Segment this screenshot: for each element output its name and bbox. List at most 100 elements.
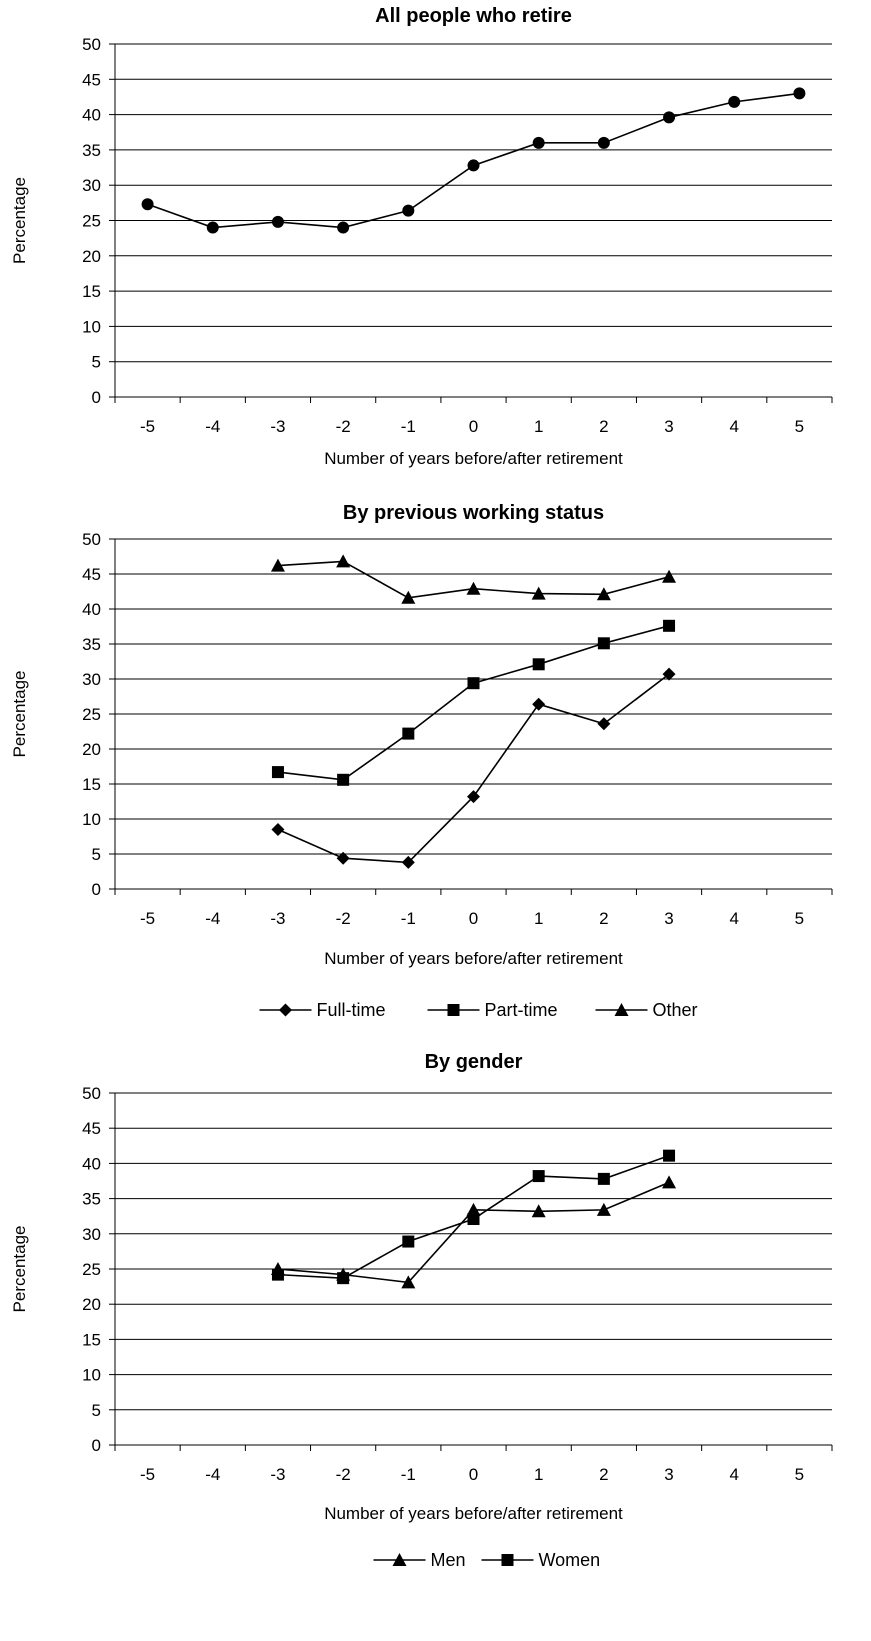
x-tick-label: 4 bbox=[729, 909, 738, 928]
chart-panel-1: All people who retire0510152025303540455… bbox=[10, 5, 833, 468]
chart-title: By gender bbox=[425, 1051, 523, 1073]
chart-legend: Men Women bbox=[373, 1550, 600, 1570]
series-line bbox=[277, 1181, 670, 1284]
data-point bbox=[663, 1149, 676, 1162]
chart-title: All people who retire bbox=[375, 5, 572, 27]
series-other bbox=[270, 554, 677, 604]
legend-label: Part-time bbox=[485, 1000, 558, 1020]
data-point bbox=[337, 1272, 350, 1285]
x-tick-label: -3 bbox=[270, 1465, 285, 1484]
y-tick-label: 50 bbox=[82, 35, 101, 54]
y-tick-label: 20 bbox=[82, 247, 101, 266]
x-axis-label: Number of years before/after retirement bbox=[324, 449, 623, 468]
x-tick-label: -1 bbox=[401, 417, 416, 436]
data-point bbox=[467, 1213, 480, 1226]
y-tick-label: 45 bbox=[82, 70, 101, 89]
data-point bbox=[402, 204, 415, 217]
chart-panel-2: By previous working status05101520253035… bbox=[10, 502, 833, 1020]
data-point bbox=[271, 766, 284, 779]
x-tick-label: 2 bbox=[599, 1465, 608, 1484]
data-point bbox=[466, 581, 481, 595]
data-point bbox=[467, 677, 480, 690]
series-1 bbox=[141, 87, 806, 234]
x-axis-label: Number of years before/after retirement bbox=[324, 949, 623, 968]
y-tick-label: 30 bbox=[82, 1225, 101, 1244]
data-point bbox=[597, 1172, 610, 1185]
y-tick-label: 25 bbox=[82, 1260, 101, 1279]
data-point bbox=[728, 95, 741, 108]
y-tick-label: 35 bbox=[82, 1190, 101, 1209]
data-point bbox=[401, 1275, 416, 1289]
data-point bbox=[336, 851, 350, 865]
legend-marker bbox=[501, 1554, 514, 1566]
y-tick-label: 20 bbox=[82, 740, 101, 759]
y-tick-label: 10 bbox=[82, 1366, 101, 1385]
data-point bbox=[270, 558, 285, 572]
data-point bbox=[662, 569, 677, 583]
data-point bbox=[532, 136, 545, 149]
y-axis-label: Percentage bbox=[10, 671, 29, 758]
y-tick-label: 20 bbox=[82, 1295, 101, 1314]
y-tick-label: 0 bbox=[92, 1436, 101, 1455]
legend-item: Men bbox=[373, 1550, 466, 1570]
x-tick-label: -5 bbox=[140, 417, 155, 436]
data-point bbox=[531, 1204, 546, 1218]
data-point bbox=[271, 1268, 284, 1281]
x-tick-label: 0 bbox=[469, 417, 478, 436]
series-full-time bbox=[271, 667, 676, 869]
x-tick-label: 2 bbox=[599, 909, 608, 928]
data-point bbox=[206, 221, 219, 234]
x-tick-label: -1 bbox=[401, 909, 416, 928]
x-tick-label: -4 bbox=[205, 1465, 220, 1484]
y-tick-label: 15 bbox=[82, 1330, 101, 1349]
y-tick-label: 15 bbox=[82, 775, 101, 794]
x-tick-label: 4 bbox=[729, 1465, 738, 1484]
y-tick-label: 25 bbox=[82, 212, 101, 231]
legend-marker bbox=[279, 1003, 292, 1017]
data-point bbox=[402, 727, 415, 740]
legend-item: Part-time bbox=[427, 1000, 558, 1020]
y-tick-label: 0 bbox=[92, 880, 101, 899]
y-tick-label: 50 bbox=[82, 530, 101, 549]
y-tick-label: 40 bbox=[82, 600, 101, 619]
x-tick-label: -2 bbox=[336, 417, 351, 436]
legend-item: Other bbox=[595, 1000, 698, 1020]
data-point bbox=[466, 1202, 481, 1216]
y-tick-label: 0 bbox=[92, 388, 101, 407]
y-tick-label: 30 bbox=[82, 670, 101, 689]
x-tick-label: 3 bbox=[664, 909, 673, 928]
data-point bbox=[401, 590, 416, 604]
x-tick-label: -1 bbox=[401, 1465, 416, 1484]
series-women bbox=[271, 1149, 676, 1285]
y-tick-label: 10 bbox=[82, 810, 101, 829]
x-tick-label: 3 bbox=[664, 417, 673, 436]
data-point bbox=[662, 1175, 677, 1189]
legend-item: Full-time bbox=[259, 1000, 386, 1020]
data-point bbox=[597, 637, 610, 650]
legend-marker bbox=[614, 1003, 629, 1016]
x-tick-label: 0 bbox=[469, 1465, 478, 1484]
y-tick-label: 5 bbox=[92, 1401, 101, 1420]
legend-label: Other bbox=[653, 1000, 698, 1020]
x-tick-label: 1 bbox=[534, 1465, 543, 1484]
y-tick-label: 35 bbox=[82, 141, 101, 160]
data-point bbox=[663, 111, 676, 124]
series-men bbox=[270, 1175, 677, 1289]
data-point bbox=[662, 667, 676, 681]
y-tick-label: 40 bbox=[82, 106, 101, 125]
data-point bbox=[532, 1170, 545, 1183]
y-tick-label: 15 bbox=[82, 282, 101, 301]
y-tick-label: 5 bbox=[92, 845, 101, 864]
data-point bbox=[336, 554, 351, 568]
x-tick-label: -3 bbox=[270, 909, 285, 928]
legend-label: Full-time bbox=[317, 1000, 386, 1020]
y-axis-label: Percentage bbox=[10, 177, 29, 264]
y-tick-label: 35 bbox=[82, 635, 101, 654]
x-tick-label: 2 bbox=[599, 417, 608, 436]
x-tick-label: -5 bbox=[140, 909, 155, 928]
y-tick-label: 45 bbox=[82, 1119, 101, 1138]
data-point bbox=[663, 619, 676, 632]
x-tick-label: 1 bbox=[534, 417, 543, 436]
